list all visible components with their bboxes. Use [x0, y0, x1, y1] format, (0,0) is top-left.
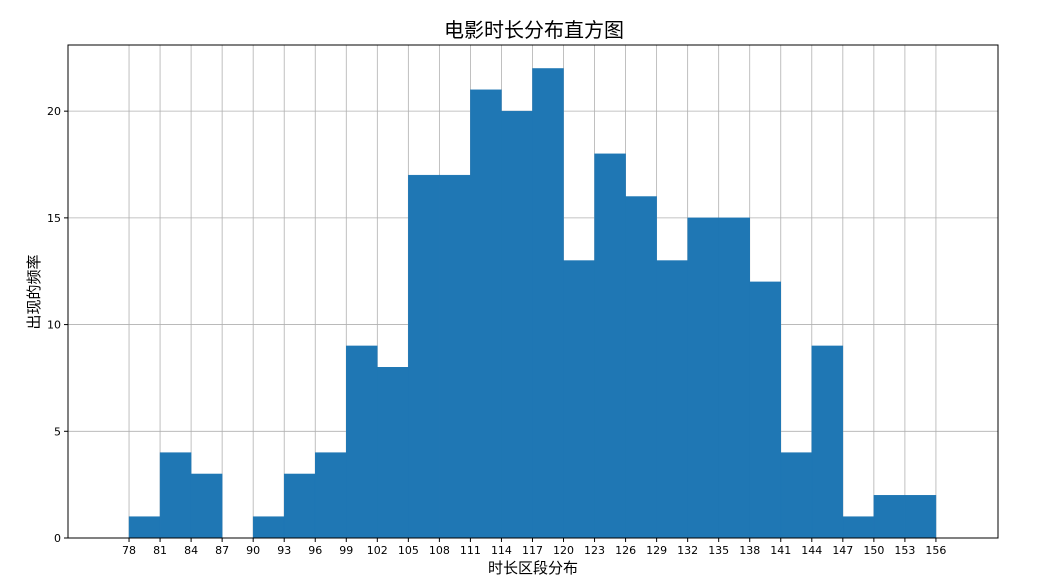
x-tick-label: 90: [246, 544, 260, 557]
histogram-bar: [128, 516, 161, 539]
y-tick-label: 20: [47, 105, 61, 118]
x-tick-label: 81: [153, 544, 167, 557]
x-tick-label: 102: [367, 544, 388, 557]
y-tick-label: 5: [54, 425, 61, 438]
histogram-bar: [842, 516, 875, 539]
x-tick-label: 105: [398, 544, 419, 557]
x-tick-label: 99: [339, 544, 353, 557]
x-tick-label: 147: [832, 544, 853, 557]
y-axis-label: 出现的频率: [25, 254, 43, 329]
x-tick-label: 93: [277, 544, 291, 557]
y-tick-label: 0: [54, 532, 61, 545]
x-tick-label: 144: [801, 544, 822, 557]
histogram-bar: [501, 110, 533, 539]
histogram-bar: [314, 452, 347, 539]
x-tick-label: 96: [308, 544, 322, 557]
x-tick-label: 123: [584, 544, 605, 557]
histogram-bar: [780, 452, 813, 539]
x-tick-label: 141: [770, 544, 791, 557]
histogram-bar: [346, 345, 378, 539]
histogram-bar: [811, 345, 844, 539]
x-tick-label: 108: [429, 544, 450, 557]
x-tick-label: 150: [863, 544, 884, 557]
histogram-bar: [252, 516, 285, 539]
histogram-bar: [190, 473, 223, 539]
histogram-bar: [904, 495, 937, 539]
x-tick-label: 156: [925, 544, 946, 557]
y-tick-label: 15: [47, 212, 61, 225]
histogram-bar: [718, 217, 750, 539]
histogram-bar: [749, 281, 782, 539]
histogram-bar: [687, 217, 719, 539]
histogram-bar: [563, 260, 595, 539]
y-tick-label: 10: [47, 319, 61, 332]
histogram-bar: [470, 89, 502, 539]
x-tick-label: 135: [708, 544, 729, 557]
x-tick-label: 129: [646, 544, 667, 557]
x-axis-label: 时长区段分布: [488, 559, 578, 577]
x-tick-label: 120: [553, 544, 574, 557]
histogram-bar: [377, 367, 409, 539]
histogram-bars: [128, 68, 937, 539]
histogram-bar: [532, 68, 564, 539]
histogram-bar: [408, 174, 440, 539]
x-tick-label: 153: [894, 544, 915, 557]
histogram-bar: [159, 452, 192, 539]
histogram-bar: [439, 174, 471, 539]
x-tick-label: 87: [215, 544, 229, 557]
histogram-bar: [625, 196, 657, 539]
x-tick-label: 111: [460, 544, 481, 557]
x-tick-label: 138: [739, 544, 760, 557]
chart-title: 电影时长分布直方图: [444, 18, 624, 42]
x-axis-ticks: 78 81 84 87 90 93 96 99 102 105 108 111 114 117 120 123…: [122, 538, 946, 557]
x-tick-label: 84: [184, 544, 198, 557]
x-tick-label: 78: [122, 544, 136, 557]
histogram-bar: [283, 473, 316, 539]
plot-frame: [67, 44, 999, 539]
x-tick-label: 117: [522, 544, 543, 557]
histogram-bar: [594, 153, 626, 539]
x-tick-label: 114: [491, 544, 512, 557]
histogram-bar: [873, 495, 906, 539]
y-axis-ticks: 0 5 10 15 20: [47, 105, 68, 545]
x-tick-label: 132: [677, 544, 698, 557]
x-tick-label: 126: [615, 544, 636, 557]
histogram-bar: [656, 260, 688, 539]
